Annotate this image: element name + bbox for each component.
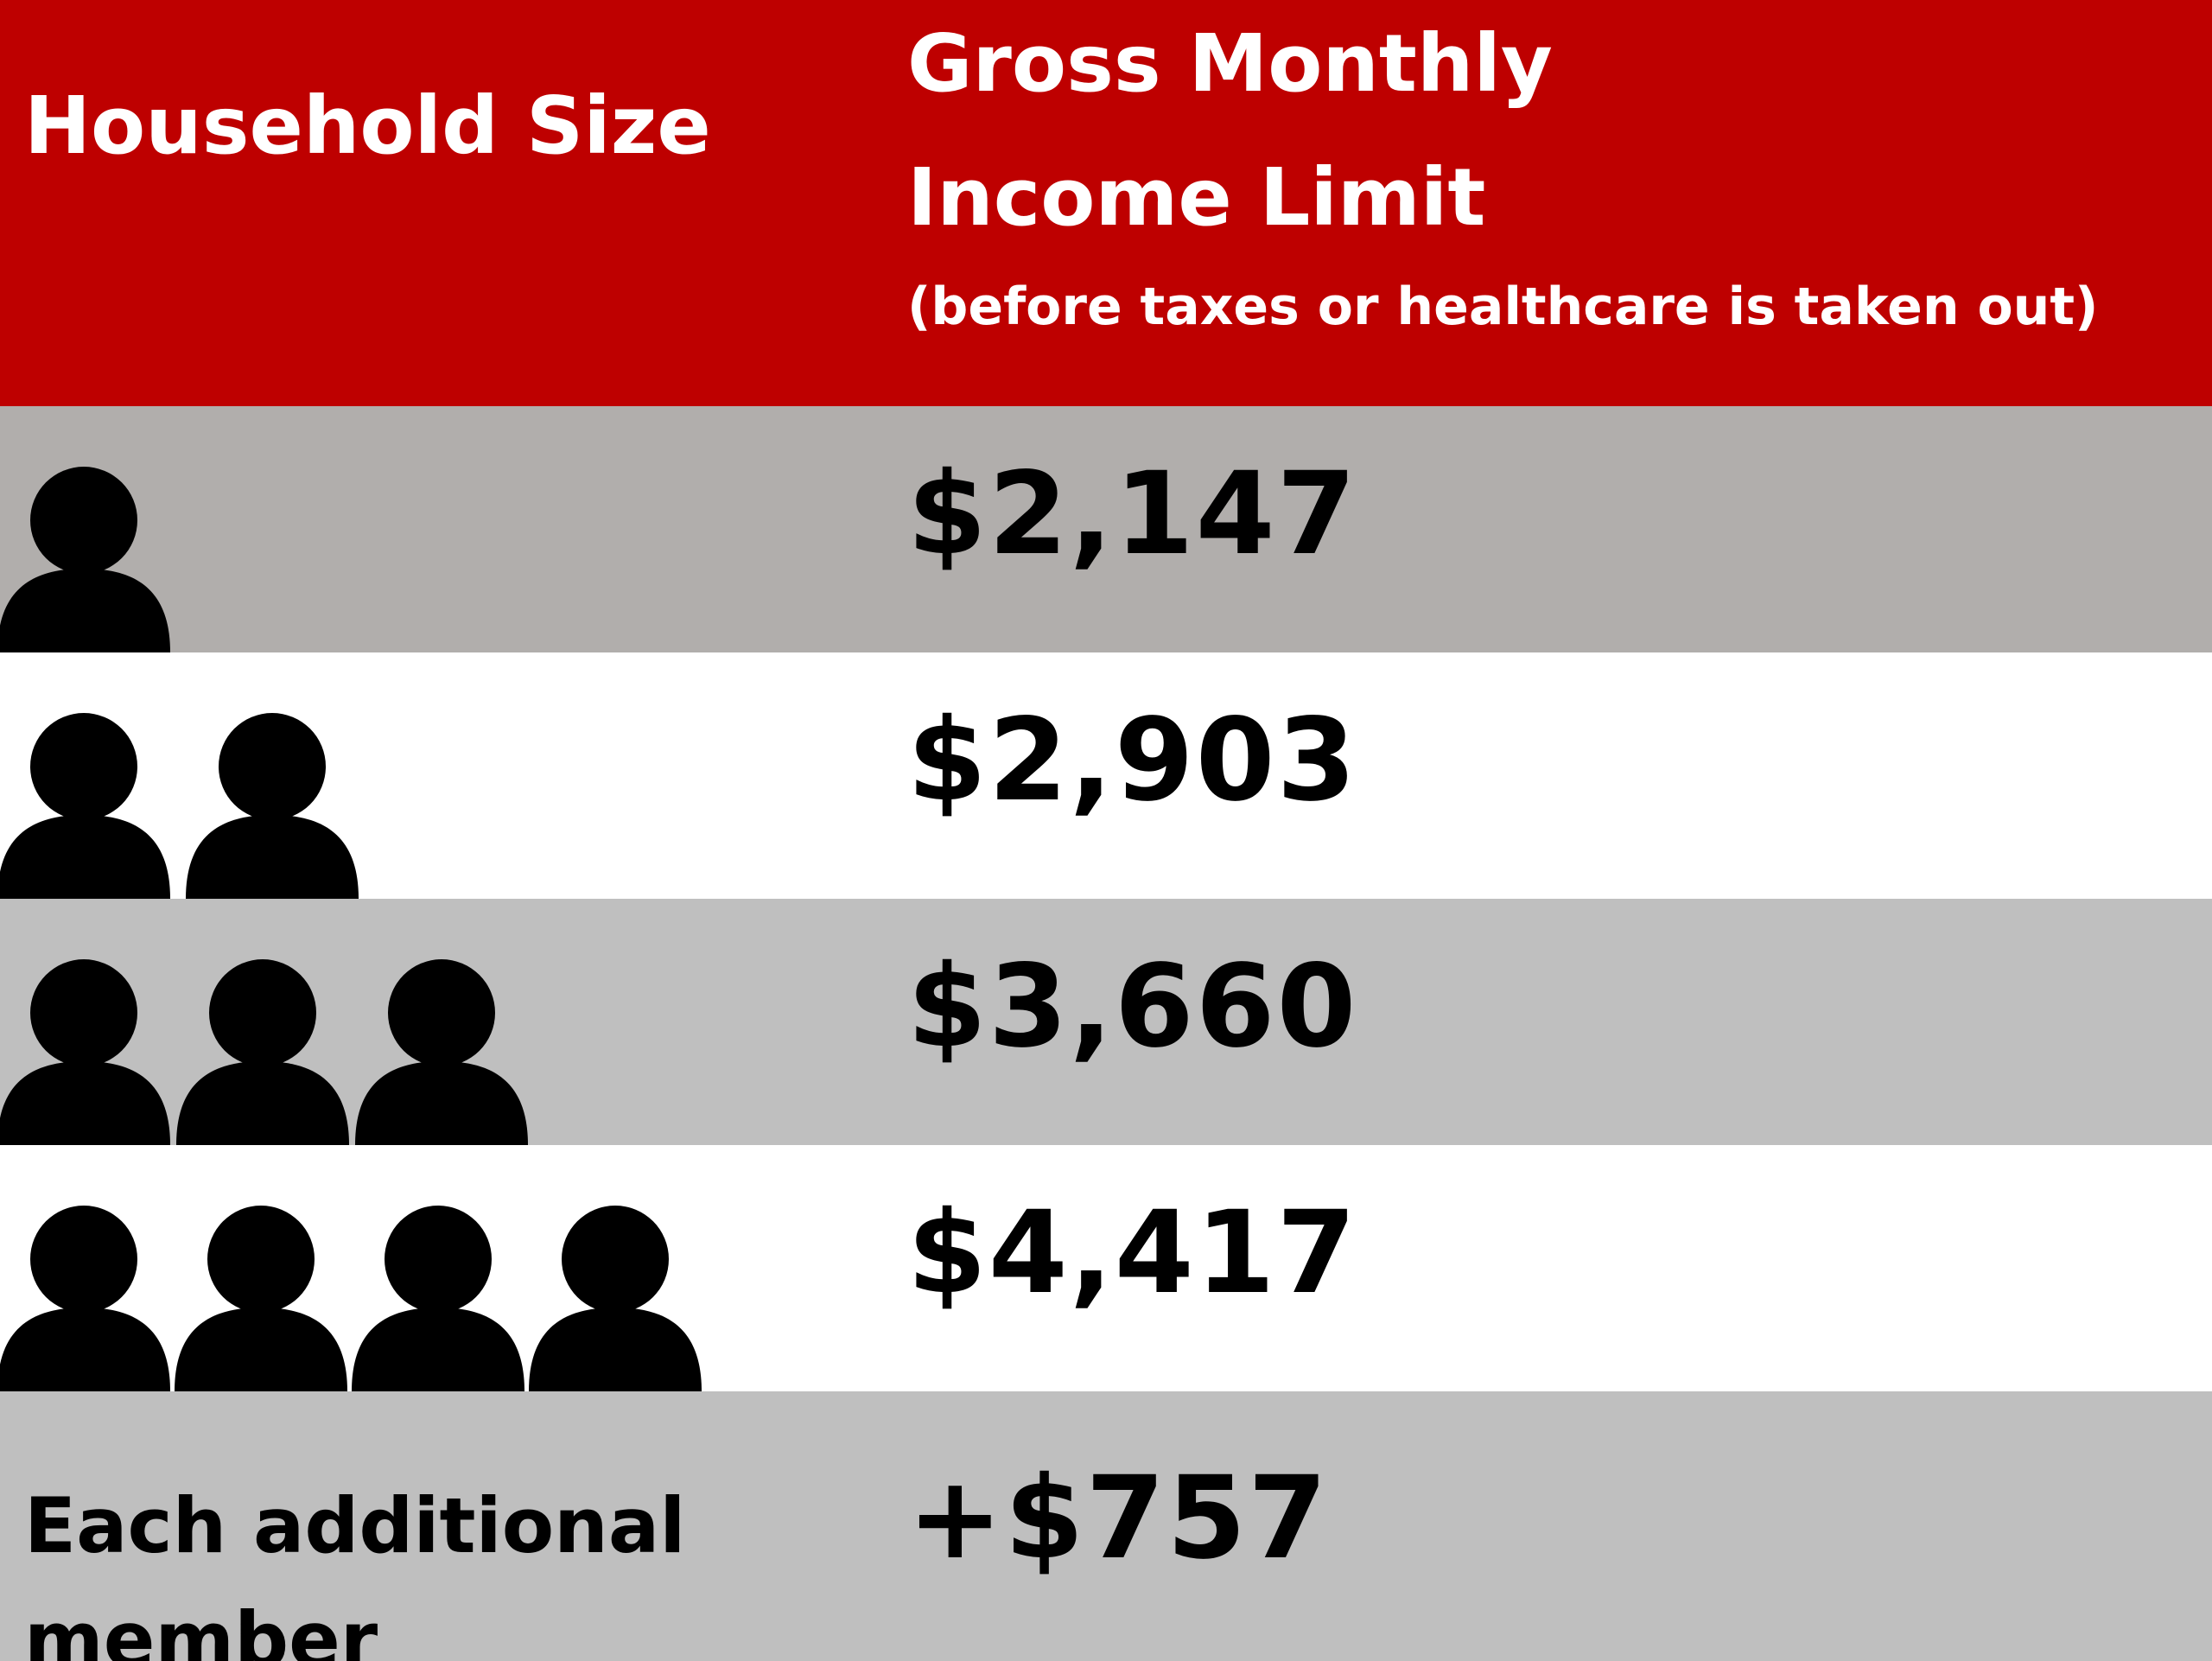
table-row: $2,903 bbox=[0, 652, 2212, 899]
income-limit-value: $4,417 bbox=[907, 1187, 1358, 1320]
table-row: $2,147 bbox=[0, 406, 2212, 652]
income-limit-value: $3,660 bbox=[907, 940, 1358, 1073]
person-icons bbox=[0, 467, 170, 652]
table-header: Household Size Gross Monthly Income Limi… bbox=[0, 0, 2212, 406]
table-row: $3,660 bbox=[0, 899, 2212, 1145]
person-icon bbox=[0, 713, 170, 899]
person-icon bbox=[0, 467, 170, 652]
person-icon bbox=[176, 959, 349, 1145]
person-icon bbox=[0, 959, 170, 1145]
person-icon bbox=[186, 713, 359, 899]
household-icons-2 bbox=[0, 652, 778, 899]
person-icon bbox=[0, 1206, 170, 1391]
household-size-header: Household Size bbox=[24, 80, 711, 172]
income-header-line2: Income Limit bbox=[907, 151, 1486, 244]
household-icons-4 bbox=[0, 1145, 778, 1391]
person-icons bbox=[0, 1206, 702, 1391]
additional-member-label: Each additional member bbox=[24, 1481, 686, 1661]
household-icons-1 bbox=[0, 406, 778, 652]
income-header-line1: Gross Monthly bbox=[907, 17, 1553, 110]
household-icons-3 bbox=[0, 899, 778, 1145]
person-icon bbox=[529, 1206, 702, 1391]
person-icon bbox=[175, 1206, 347, 1391]
additional-member-value: +$757 bbox=[907, 1452, 1329, 1585]
person-icons bbox=[0, 959, 528, 1145]
person-icons bbox=[0, 713, 359, 899]
person-icon bbox=[352, 1206, 524, 1391]
person-icon bbox=[355, 959, 528, 1145]
income-limit-value: $2,147 bbox=[907, 448, 1358, 581]
income-limit-value: $2,903 bbox=[907, 694, 1358, 827]
table-row: $4,417 bbox=[0, 1145, 2212, 1391]
income-header-note: (before taxes or healthcare is taken out… bbox=[907, 277, 2099, 337]
table-row: Each additional member +$757 bbox=[0, 1391, 2212, 1661]
